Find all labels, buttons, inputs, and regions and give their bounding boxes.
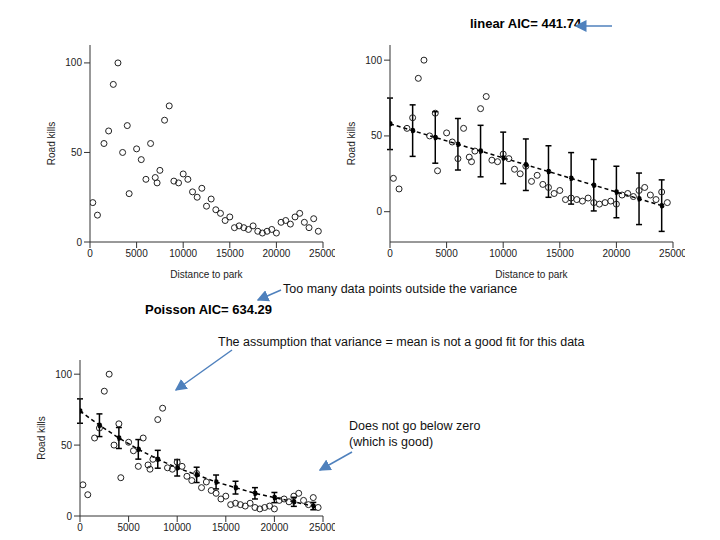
svg-text:15000: 15000 — [216, 248, 244, 259]
svg-text:25000: 25000 — [659, 248, 685, 259]
svg-text:0: 0 — [387, 248, 393, 259]
html-text:Too many data points outside t: Too many data points outside the varianc… — [283, 282, 518, 296]
svg-text:10000: 10000 — [169, 248, 197, 259]
svg-text:5000: 5000 — [117, 522, 140, 533]
svg-text:100: 100 — [55, 369, 72, 380]
svg-text:Distance to park: Distance to park — [170, 269, 243, 280]
svg-text:Road kills: Road kills — [46, 122, 57, 165]
svg-text:50: 50 — [61, 440, 73, 451]
html-text:The assumption that variance =: The assumption that variance = mean is n… — [218, 335, 585, 349]
html-text:(which is good): (which is good) — [349, 435, 434, 449]
svg-text:10000: 10000 — [489, 248, 517, 259]
svg-text:50: 50 — [371, 130, 383, 141]
svg-text:25000: 25000 — [309, 248, 335, 259]
svg-text:100: 100 — [65, 57, 82, 68]
svg-text:100: 100 — [365, 55, 382, 66]
svg-text:20000: 20000 — [260, 522, 288, 533]
svg-text:20000: 20000 — [602, 248, 630, 259]
svg-text:50: 50 — [71, 147, 83, 158]
svg-text:Road kills: Road kills — [346, 122, 357, 165]
svg-text:0: 0 — [76, 237, 82, 248]
svg-text:0: 0 — [87, 248, 93, 259]
html-text:linear AIC= 441.74: linear AIC= 441.74 — [470, 16, 582, 31]
svg-text:25000: 25000 — [309, 522, 335, 533]
svg-text:0: 0 — [77, 522, 83, 533]
svg-text:10000: 10000 — [163, 522, 191, 533]
html-text:Does not go below zero: Does not go below zero — [349, 419, 481, 433]
svg-text:15000: 15000 — [212, 522, 240, 533]
html-text:Poisson AIC= 634.29: Poisson AIC= 634.29 — [145, 302, 273, 317]
svg-text:0: 0 — [376, 206, 382, 217]
svg-text:5000: 5000 — [435, 248, 458, 259]
svg-text:0: 0 — [66, 511, 72, 522]
svg-text:20000: 20000 — [262, 248, 290, 259]
svg-text:15000: 15000 — [546, 248, 574, 259]
svg-text:Road kills: Road kills — [36, 416, 47, 459]
svg-text:5000: 5000 — [125, 248, 148, 259]
svg-text:Distance to park: Distance to park — [495, 269, 568, 280]
